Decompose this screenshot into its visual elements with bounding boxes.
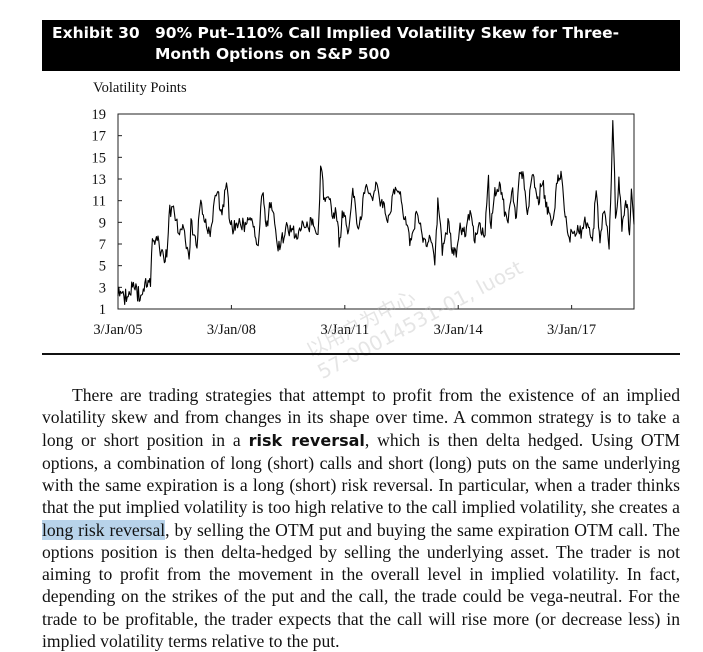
y-tick-label: 9 bbox=[99, 215, 106, 231]
plot-frame bbox=[117, 113, 635, 310]
x-tick-label: 3/Jan/05 bbox=[93, 322, 142, 338]
x-tick-label: 3/Jan/17 bbox=[547, 322, 596, 338]
key-term: risk reversal bbox=[248, 430, 365, 450]
y-tick-label: 19 bbox=[92, 107, 107, 123]
y-axis-label: Volatility Points bbox=[93, 80, 187, 96]
x-tick-label: 3/Jan/14 bbox=[434, 322, 484, 338]
exhibit-label: Exhibit 30 bbox=[52, 24, 140, 42]
series-line bbox=[117, 120, 635, 306]
y-tick-label: 5 bbox=[99, 259, 106, 275]
highlighted-text[interactable]: long risk reversal bbox=[42, 519, 166, 540]
y-tick-label: 11 bbox=[92, 194, 106, 210]
y-tick-label: 1 bbox=[99, 302, 106, 318]
divider bbox=[42, 353, 680, 355]
text-run: There are trading strategies that attemp… bbox=[42, 385, 680, 450]
y-tick-label: 13 bbox=[92, 172, 107, 188]
exhibit-title: 90% Put–110% Call Implied Volatility Ske… bbox=[155, 24, 620, 63]
y-tick-label: 15 bbox=[92, 150, 107, 166]
y-tick-label: 17 bbox=[92, 129, 107, 145]
x-tick-label: 3/Jan/11 bbox=[321, 322, 370, 338]
x-tick-label: 3/Jan/08 bbox=[207, 322, 256, 338]
body-paragraph: There are trading strategies that attemp… bbox=[42, 384, 680, 652]
y-tick-label: 7 bbox=[99, 237, 106, 253]
text-run: , by selling the OTM put and buying the … bbox=[42, 519, 680, 651]
text-run: , which is then delta hedged. Using OTM … bbox=[42, 429, 680, 518]
y-tick-label: 3 bbox=[99, 280, 106, 296]
exhibit-header: Exhibit 30 90% Put–110% Call Implied Vol… bbox=[42, 20, 680, 71]
